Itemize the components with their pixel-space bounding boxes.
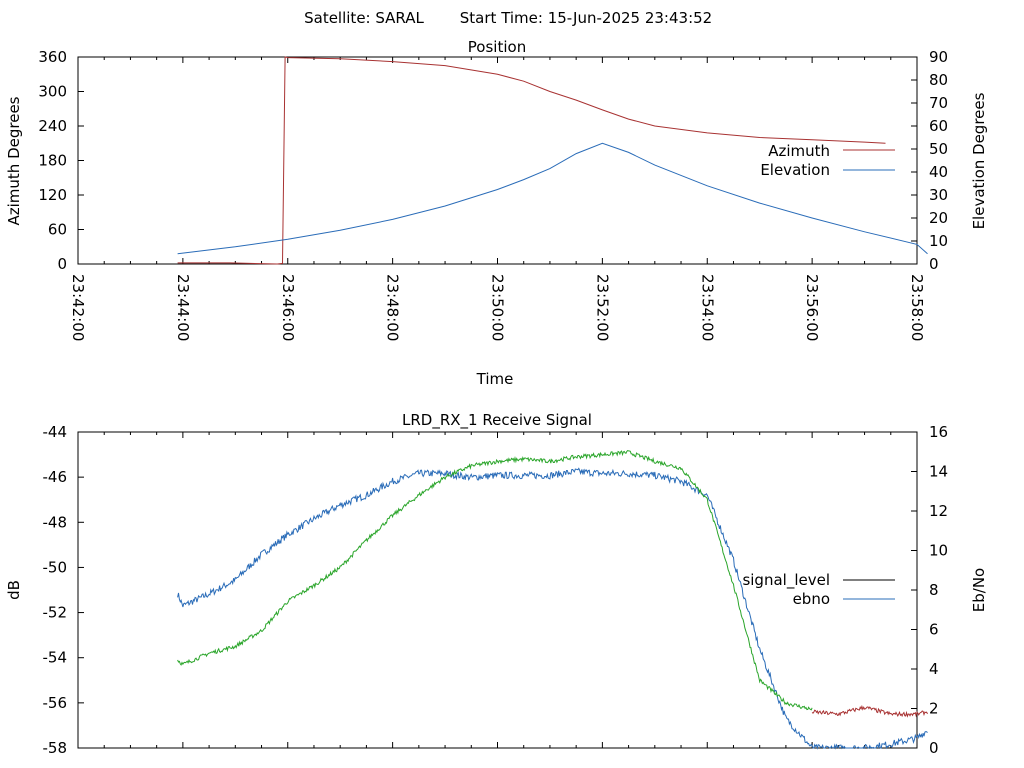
- receive-y2-tick-label: 10: [929, 542, 948, 560]
- series-line-elevation: [177, 142, 928, 255]
- position-x-tick-label: 23:56:00: [803, 274, 821, 341]
- position-y2-tick-label: 50: [929, 140, 948, 158]
- position-x-tick-label: 23:48:00: [384, 274, 402, 341]
- series-line-trace-3: [811, 704, 928, 718]
- receive-y2-tick-label: 2: [929, 700, 939, 718]
- receive-y2-tick-label: 14: [929, 463, 948, 481]
- position-x-tick-label: 23:58:00: [908, 274, 926, 341]
- position-y-tick-label: 180: [38, 152, 67, 170]
- position-ylabel: Azimuth Degrees: [5, 96, 23, 225]
- legend-label-signal-level: signal_level: [742, 571, 830, 590]
- series-line-azimuth: [177, 56, 886, 265]
- position-y2-tick-label: 20: [929, 209, 948, 227]
- legend-label-azimuth: Azimuth: [768, 142, 830, 160]
- receive-y-tick-label: -52: [43, 604, 68, 622]
- position-y-tick-label: 360: [38, 48, 67, 66]
- receive-y2-tick-label: 4: [929, 660, 939, 678]
- header-start-time: Start Time: 15-Jun-2025 23:43:52: [460, 9, 712, 27]
- receive-y2label: Eb/No: [970, 568, 988, 612]
- position-y-tick-label: 60: [48, 221, 67, 239]
- position-xlabel: Time: [476, 370, 514, 388]
- position-y-tick-label: 0: [57, 255, 67, 273]
- receive-y-tick-label: -46: [43, 468, 68, 486]
- header-satellite: Satellite: SARAL: [304, 9, 424, 27]
- position-y2label: Elevation Degrees: [970, 92, 988, 229]
- receive-signal-chart-title: LRD_RX_1 Receive Signal: [402, 411, 592, 430]
- receive-y2-tick-label: 16: [929, 423, 948, 441]
- position-y2-tick-label: 60: [929, 117, 948, 135]
- position-x-tick-label: 23:46:00: [279, 274, 297, 341]
- receive-y2-tick-label: 6: [929, 621, 939, 639]
- position-chart: Position Time Azimuth Degrees Elevation …: [5, 38, 988, 388]
- receive-y-tick-label: -48: [43, 513, 68, 531]
- receive-plot-frame: [77, 431, 918, 749]
- position-y2-tick-label: 90: [929, 48, 948, 66]
- position-x-tick-label: 23:42:00: [69, 274, 87, 341]
- position-y2-tick-label: 30: [929, 186, 948, 204]
- receive-y2-tick-label: 12: [929, 502, 948, 520]
- receive-y-tick-label: -58: [43, 739, 68, 757]
- receive-y2-tick-label: 0: [929, 739, 939, 757]
- series-line-ebno: [177, 467, 928, 750]
- position-x-tick-label: 23:54:00: [698, 274, 716, 341]
- position-y2-tick-label: 80: [929, 71, 948, 89]
- legend-label-ebno: ebno: [793, 590, 830, 608]
- series-line-trace-2: [177, 450, 813, 711]
- position-y2-tick-label: 40: [929, 163, 948, 181]
- receive-y-tick-label: -50: [43, 558, 68, 576]
- receive-y2-tick-label: 8: [929, 581, 939, 599]
- position-chart-title: Position: [468, 38, 526, 56]
- position-x-tick-label: 23:44:00: [174, 274, 192, 341]
- legend-label-elevation: Elevation: [760, 161, 830, 179]
- position-y2-tick-label: 10: [929, 232, 948, 250]
- receive-y-tick-label: -54: [43, 649, 68, 667]
- position-y-tick-label: 240: [38, 117, 67, 135]
- position-y2-tick-label: 0: [929, 255, 939, 273]
- receive-signal-chart: LRD_RX_1 Receive Signal dB Eb/No -44 -46 -…: [5, 411, 988, 757]
- position-x-tick-label: 23:50:00: [489, 274, 507, 341]
- position-y-tick-label: 120: [38, 186, 67, 204]
- receive-y-tick-label: -56: [43, 694, 68, 712]
- position-y-tick-label: 300: [38, 83, 67, 101]
- position-y2-tick-label: 70: [929, 94, 948, 112]
- position-x-tick-label: 23:52:00: [593, 274, 611, 341]
- receive-ylabel: dB: [5, 580, 23, 600]
- receive-y-tick-label: -44: [43, 423, 68, 441]
